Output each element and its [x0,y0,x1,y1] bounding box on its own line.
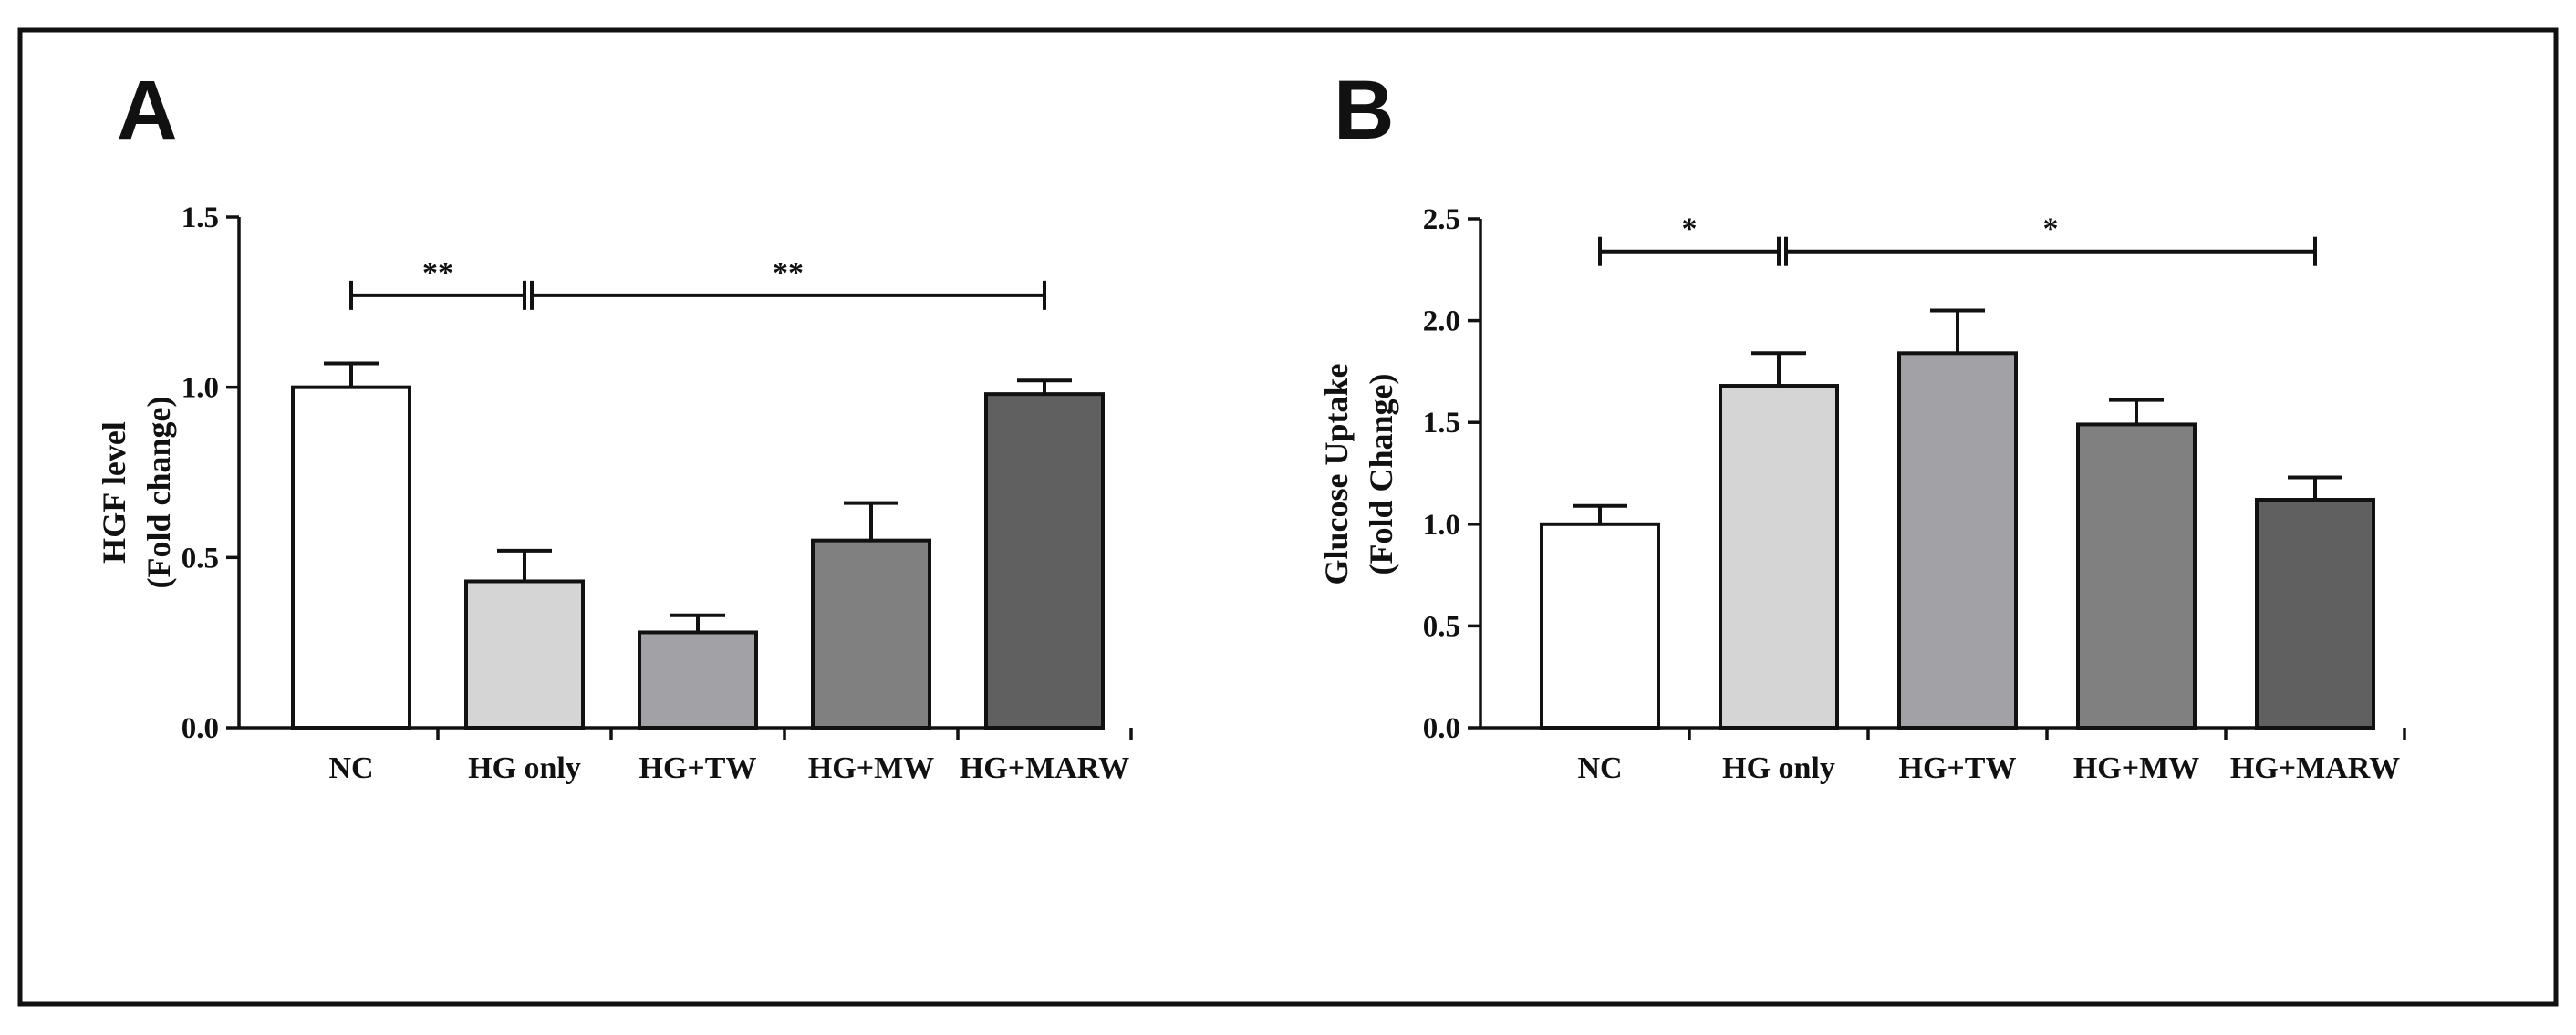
panel-b-significance-label: * [1682,212,1698,246]
panel-b-letter: B [1334,64,1394,157]
panel-a-letter: A [117,64,177,157]
panel-a-y-axis-title-line-2: (Fold change) [140,397,177,589]
panel-b: B Glucose Uptake (Fold Change) 0.0 0.5 1.0… [1318,64,2406,785]
panel-a-significance-label: ** [773,256,804,290]
panel-b-category-label: HG+TW [1899,751,2017,785]
panel-b-y-tick-label: 0.0 [1423,712,1460,745]
panel-a-bar [638,630,758,730]
panel-a: A HGF level (Fold change) 0.0 0.5 1.0 1.5 NC… [96,64,1133,785]
panel-a-y-axis-title-line-1: HGF level [96,421,132,564]
panel-b-bar [1540,522,1660,730]
panel-b-category-label: HG+MW [2073,751,2199,785]
panel-a-category-label: NC [328,751,373,785]
panel-a-significance-label: ** [422,256,453,290]
panel-a-bar [984,392,1105,730]
panel-b-bar [1897,351,2018,730]
panel-a-category-label: HG only [468,751,581,785]
panel-b-marks: 0.0 0.5 1.0 1.5 2.0 2.5 NC HG only HG+TW HG+MW HG+… [1423,203,2406,785]
panel-a-bar [811,538,931,730]
panel-b-y-tick-label: 1.5 [1423,407,1460,440]
panel-b-bar [1719,384,1839,730]
panel-a-marks: 0.0 0.5 1.0 1.5 NC HG only HG+TW HG+MW HG+MARW **… [182,202,1133,785]
panel-b-bar [2076,422,2197,730]
panel-b-category-label: HG+MARW [2230,751,2400,785]
panel-a-y-tick-label: 1.5 [182,202,219,234]
panel-a-y-axis-title: HGF level (Fold change) [96,397,177,589]
panel-b-bar [2255,498,2375,730]
panel-b-category-label: HG only [1722,751,1835,785]
panel-a-bar [291,385,411,730]
panel-b-y-axis-title: Glucose Uptake (Fold Change) [1318,363,1399,585]
panel-a-y-tick-label: 1.0 [182,372,219,405]
panel-b-y-tick-label: 2.0 [1423,305,1460,338]
panel-b-y-axis-title-line-2: (Fold Change) [1363,373,1399,574]
panel-a-category-label: HG+MARW [960,751,1129,785]
panel-a-y-tick-label: 0.5 [182,542,219,574]
panel-b-y-tick-label: 0.5 [1423,610,1460,643]
panel-a-y-tick-label: 0.0 [182,712,219,745]
panel-b-y-tick-label: 1.0 [1423,509,1460,542]
panel-a-bar [464,579,585,730]
panel-a-category-label: HG+TW [639,751,757,785]
panel-b-significance-label: * [2043,212,2059,246]
panel-b-y-axis-title-line-1: Glucose Uptake [1318,363,1355,585]
panel-a-category-label: HG+MW [808,751,934,785]
panel-b-y-tick-label: 2.5 [1423,203,1460,236]
panel-b-category-label: NC [1577,751,1622,785]
